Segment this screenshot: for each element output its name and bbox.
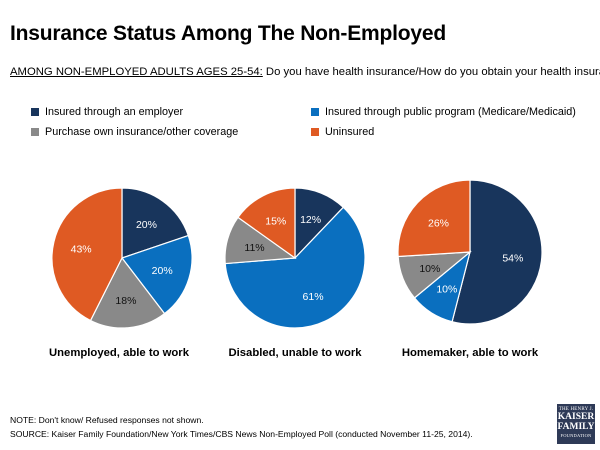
legend-swatch-uninsured bbox=[311, 128, 319, 136]
logo-line-2: KAISER bbox=[557, 412, 595, 422]
legend-swatch-own bbox=[31, 128, 39, 136]
pie-label-unemployed-public: 20% bbox=[152, 265, 173, 277]
legend-swatch-employer bbox=[31, 108, 39, 116]
legend-label-own: Purchase own insurance/other coverage bbox=[45, 126, 239, 138]
chart-title: Insurance Status Among The Non-Employed bbox=[10, 22, 446, 45]
question-text: Do you have health insurance/How do you … bbox=[262, 66, 600, 78]
pie-title-unemployed: Unemployed, able to work bbox=[49, 347, 189, 359]
pie-title-homemaker: Homemaker, able to work bbox=[401, 347, 539, 359]
source-note: SOURCE: Kaiser Family Foundation/New Yor… bbox=[10, 429, 473, 439]
logo-line-1: THE HENRY J. bbox=[558, 407, 594, 412]
pie-label-homemaker-own: 10% bbox=[419, 263, 440, 275]
pie-slice-disabled-public bbox=[224, 206, 366, 329]
legend-item-employer: Insured through an employer bbox=[31, 106, 183, 118]
pie-label-unemployed-employer: 20% bbox=[136, 219, 157, 231]
footnote: NOTE: Don't know/ Refused responses not … bbox=[10, 415, 204, 425]
pie-label-disabled-employer: 12% bbox=[300, 214, 321, 226]
pie-slice-disabled-uninsured bbox=[237, 187, 296, 260]
pie-slice-unemployed-employer bbox=[121, 187, 190, 259]
logo-line-4: FOUNDATION bbox=[560, 433, 592, 438]
legend-label-public: Insured through public program (Medicare… bbox=[325, 106, 576, 118]
legend-item-own: Purchase own insurance/other coverage bbox=[31, 126, 238, 138]
pie-label-homemaker-uninsured: 26% bbox=[428, 217, 449, 229]
pie-label-homemaker-employer: 54% bbox=[502, 252, 523, 264]
pie-label-disabled-uninsured: 15% bbox=[265, 216, 286, 228]
pie-slice-unemployed-own bbox=[89, 256, 166, 329]
pie-label-disabled-own: 11% bbox=[244, 242, 264, 254]
pie-slice-unemployed-uninsured bbox=[51, 187, 123, 322]
legend-label-uninsured: Uninsured bbox=[325, 126, 375, 138]
pie-slice-homemaker-employer bbox=[451, 179, 543, 325]
pie-label-disabled-public: 61% bbox=[303, 291, 324, 303]
pie-slice-unemployed-public bbox=[121, 234, 193, 315]
legend-swatch-public bbox=[311, 108, 319, 116]
pie-slice-homemaker-uninsured bbox=[397, 179, 471, 258]
pie-label-unemployed-own: 18% bbox=[115, 295, 136, 307]
survey-question: AMONG NON-EMPLOYED ADULTS AGES 25-54: Do… bbox=[10, 66, 600, 78]
kff-logo: THE HENRY J. KAISER FAMILY FOUNDATION bbox=[557, 404, 595, 444]
pie-title-disabled: Disabled, unable to work bbox=[228, 347, 362, 359]
legend-item-public: Insured through public program (Medicare… bbox=[311, 106, 576, 118]
legend-label-employer: Insured through an employer bbox=[45, 106, 184, 118]
pie-label-unemployed-uninsured: 43% bbox=[71, 243, 92, 255]
pie-label-homemaker-public: 10% bbox=[436, 283, 457, 295]
logo-line-3: FAMILY bbox=[557, 422, 595, 432]
legend-item-uninsured: Uninsured bbox=[311, 126, 374, 138]
question-lead: AMONG NON-EMPLOYED ADULTS AGES 25-54: bbox=[10, 66, 263, 78]
